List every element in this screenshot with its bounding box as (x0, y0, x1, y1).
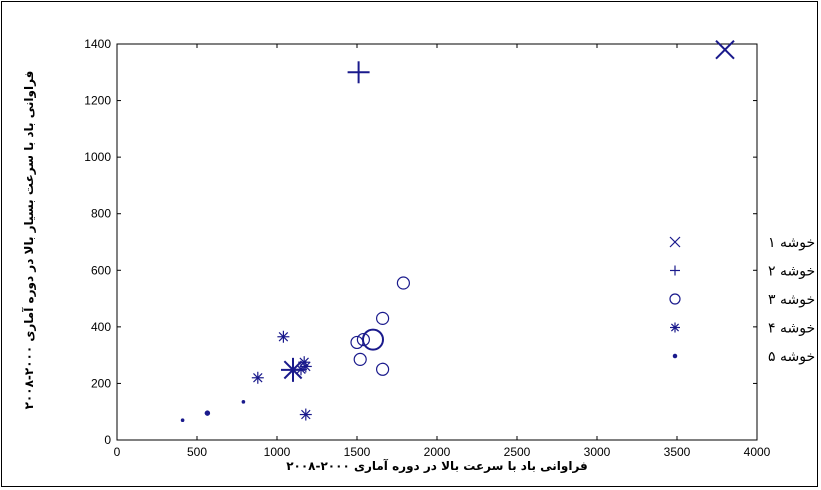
legend-item: خوشه ۵ (672, 349, 815, 365)
x-tick-label: 2000 (424, 445, 451, 459)
legend-marker (669, 293, 681, 305)
data-point (299, 408, 312, 421)
data-point (376, 311, 390, 325)
y-tick-label: 0 (104, 433, 111, 447)
legend-marker (670, 265, 680, 276)
legend: خوشه ۱ خوشه ۲ خوشه ۳ خوشه ۴ خوشه ۵ (669, 235, 815, 365)
legend-label: خوشه ۲ (768, 264, 815, 280)
legend-marker (669, 236, 681, 248)
y-axis-title: فراوانی باد با سرعت بسیار بالا در دوره آ… (21, 71, 37, 410)
y-tick-label: 800 (91, 207, 111, 221)
legend-label: خوشه ۵ (768, 349, 815, 365)
legend-item: خوشه ۲ (670, 264, 815, 280)
y-tick-label: 600 (91, 263, 111, 277)
y-tick-label: 1400 (84, 37, 111, 51)
x-tick-label: 2500 (504, 445, 531, 459)
data-point (251, 371, 264, 384)
data-point (376, 362, 390, 376)
legend-label: خوشه ۳ (768, 292, 815, 308)
cluster-centroid (362, 328, 384, 351)
y-tick-label: 200 (91, 376, 111, 390)
cluster-centroid (347, 61, 370, 84)
y-tick-label: 400 (91, 320, 111, 334)
data-point (180, 418, 185, 423)
x-tick-label: 0 (114, 445, 121, 459)
y-tick-label: 1200 (84, 94, 111, 108)
legend-label: خوشه ۴ (768, 321, 815, 337)
cluster-centroid (204, 410, 211, 416)
legend-marker (670, 322, 680, 333)
y-tick-label: 1000 (84, 150, 111, 164)
legend-item: خوشه ۱ (669, 235, 815, 251)
x-axis-title: فراوانی باد با سرعت بالا در دوره آماری ۲… (286, 458, 588, 474)
legend-label: خوشه ۱ (768, 235, 815, 251)
data-point (277, 330, 290, 343)
legend-marker (672, 353, 678, 359)
data-point (241, 400, 246, 404)
x-axis: 0 500 1000 1500 2000 2500 3000 3500 4000 (114, 44, 771, 459)
x-tick-label: 3500 (664, 445, 691, 459)
data-points (180, 39, 735, 423)
data-point (353, 352, 367, 366)
legend-item: خوشه ۳ (669, 292, 815, 308)
x-tick-label: 1500 (344, 445, 371, 459)
legend-item: خوشه ۴ (670, 321, 815, 337)
cluster-centroid (715, 39, 735, 60)
data-point (356, 332, 370, 347)
data-point (396, 276, 410, 290)
x-tick-label: 1000 (264, 445, 291, 459)
cluster-centroid (281, 357, 305, 382)
x-tick-label: 4000 (744, 445, 771, 459)
x-tick-label: 3000 (584, 445, 611, 459)
plot-area (116, 43, 758, 441)
y-axis: 0 200 400 600 800 1000 1200 1400 (84, 37, 757, 447)
x-tick-label: 500 (187, 445, 207, 459)
